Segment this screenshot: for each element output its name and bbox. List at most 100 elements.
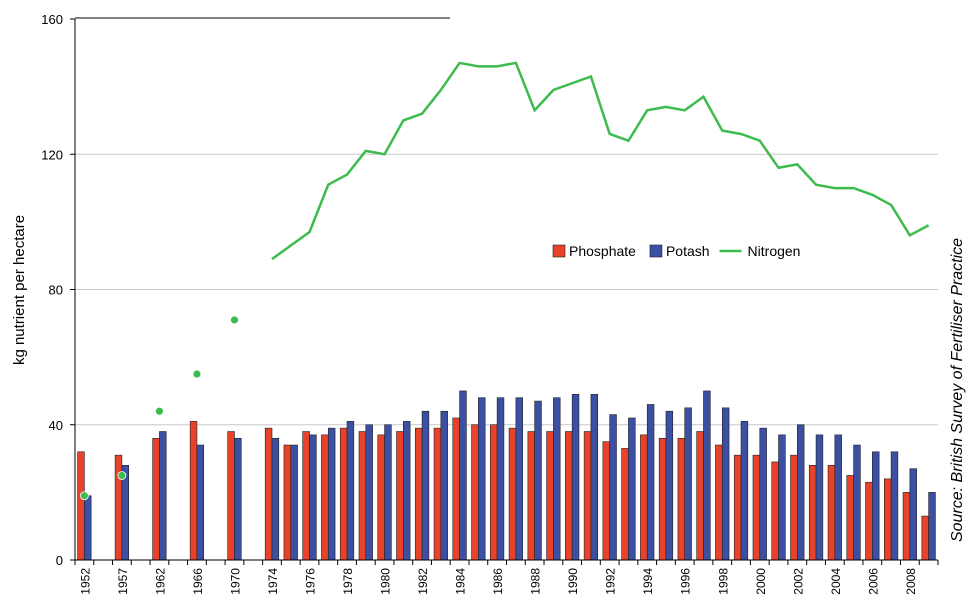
x-tick-label: 1957 [116, 568, 130, 595]
bar [696, 431, 704, 561]
x-tick-label: 1996 [679, 568, 693, 595]
legend-label: Potash [666, 243, 710, 259]
line-point [155, 406, 164, 416]
bar [152, 437, 160, 561]
bar [546, 431, 554, 561]
x-tick-label: 2008 [904, 568, 918, 595]
bar [921, 515, 929, 561]
bar [853, 444, 861, 561]
bar [421, 410, 430, 561]
bar [114, 454, 123, 561]
bar [865, 481, 873, 561]
bar [902, 492, 911, 561]
bar [665, 410, 674, 561]
bar [358, 431, 367, 561]
line [271, 61, 930, 261]
x-tick-label: 2002 [791, 568, 805, 595]
y-tick-label: 80 [49, 283, 63, 298]
bar [815, 434, 824, 561]
bar [227, 431, 235, 561]
bar [721, 407, 730, 561]
bar [609, 414, 617, 561]
bar [290, 444, 298, 561]
line-point [117, 471, 127, 480]
bar [834, 434, 842, 561]
bar [189, 421, 198, 561]
bar [496, 397, 505, 561]
bar [527, 431, 535, 561]
bar [77, 451, 85, 561]
bar [414, 427, 423, 561]
bar [490, 424, 498, 561]
x-tick-label: 1994 [641, 568, 655, 595]
bar [440, 410, 448, 561]
bar [271, 437, 280, 561]
x-tick-label: 1974 [266, 568, 280, 595]
source-note: Source: British Survey of Fertiliser Pra… [949, 238, 966, 542]
y-tick-label: 160 [41, 12, 63, 27]
bar [740, 421, 749, 561]
x-tick-label: 2006 [866, 568, 880, 595]
bar [433, 427, 442, 561]
legend-swatch [649, 244, 663, 258]
x-tick-label: 1982 [416, 568, 430, 595]
bar [339, 427, 348, 561]
y-axis-label: kg nutrient per hectare [11, 215, 28, 365]
bar [565, 431, 573, 561]
bar [384, 424, 392, 561]
bar [571, 394, 580, 561]
x-tick-label: 1962 [153, 568, 167, 595]
legend-label: Nitrogen [748, 243, 801, 259]
bar [396, 431, 404, 561]
bar [84, 495, 92, 561]
bar [471, 424, 479, 561]
bar [733, 454, 742, 561]
bar [515, 397, 523, 561]
line-point [192, 369, 202, 379]
bar [508, 427, 517, 561]
x-tick-label: 1978 [341, 568, 355, 595]
bar [640, 434, 648, 561]
bar [703, 390, 711, 561]
bar [553, 397, 561, 561]
bar [377, 434, 385, 561]
bar [196, 444, 205, 561]
x-tick-label: 1990 [566, 568, 580, 595]
x-tick-label: 1980 [379, 568, 393, 595]
x-tick-label: 1998 [716, 568, 730, 595]
bar [309, 434, 317, 561]
bar [346, 421, 355, 561]
x-tick-label: 1986 [491, 568, 505, 595]
x-tick-label: 2000 [754, 568, 768, 595]
bar [452, 417, 460, 561]
bar [321, 434, 329, 561]
bar [790, 454, 798, 561]
bar [771, 461, 779, 561]
bar [283, 444, 292, 561]
legend-label: Phosphate [569, 243, 636, 259]
x-tick-label: 2004 [829, 568, 843, 595]
bar [590, 394, 599, 561]
bar [621, 448, 629, 561]
bar [909, 468, 917, 561]
bar [459, 390, 467, 561]
bar [602, 441, 610, 561]
bar [365, 424, 373, 561]
bar [759, 427, 767, 561]
bar [403, 421, 411, 561]
y-tick-label: 120 [41, 147, 63, 162]
legend-swatch [552, 244, 566, 258]
bar [677, 437, 686, 561]
x-tick-label: 1976 [304, 568, 318, 595]
bar [883, 478, 892, 561]
bar [872, 451, 880, 561]
bar [534, 400, 542, 561]
bar [808, 465, 817, 561]
line-point [79, 491, 89, 501]
bar [778, 434, 786, 561]
bar [646, 404, 655, 561]
bar [827, 465, 836, 561]
x-tick-label: 1952 [78, 568, 92, 595]
